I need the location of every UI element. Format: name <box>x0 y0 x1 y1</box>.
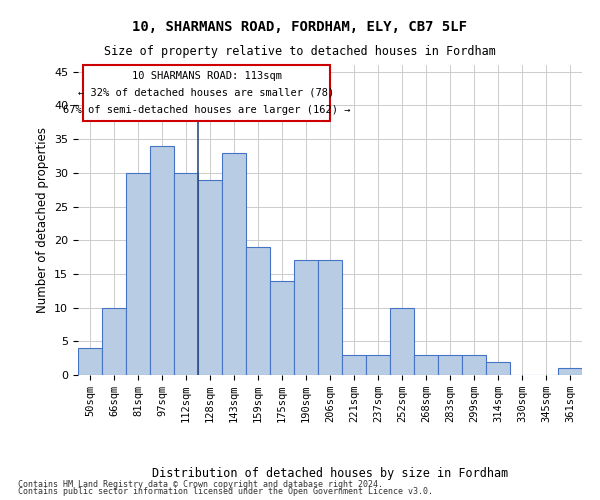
Bar <box>222 152 246 375</box>
Bar <box>198 180 222 375</box>
Y-axis label: Number of detached properties: Number of detached properties <box>35 127 49 313</box>
Bar <box>270 280 294 375</box>
Text: 10, SHARMANS ROAD, FORDHAM, ELY, CB7 5LF: 10, SHARMANS ROAD, FORDHAM, ELY, CB7 5LF <box>133 20 467 34</box>
Text: Contains HM Land Registry data © Crown copyright and database right 2024.: Contains HM Land Registry data © Crown c… <box>18 480 383 489</box>
Bar <box>150 146 174 375</box>
Bar <box>414 355 438 375</box>
Bar <box>486 362 510 375</box>
Text: 10 SHARMANS ROAD: 113sqm: 10 SHARMANS ROAD: 113sqm <box>131 71 281 81</box>
Text: Size of property relative to detached houses in Fordham: Size of property relative to detached ho… <box>104 45 496 58</box>
Text: Distribution of detached houses by size in Fordham: Distribution of detached houses by size … <box>152 467 508 480</box>
Bar <box>390 308 414 375</box>
Bar <box>462 355 486 375</box>
Bar <box>366 355 390 375</box>
Text: ← 32% of detached houses are smaller (78): ← 32% of detached houses are smaller (78… <box>79 88 335 98</box>
Bar <box>246 247 270 375</box>
Bar <box>342 355 366 375</box>
Text: Contains public sector information licensed under the Open Government Licence v3: Contains public sector information licen… <box>18 487 433 496</box>
Bar <box>438 355 462 375</box>
FancyBboxPatch shape <box>83 65 330 121</box>
Text: 67% of semi-detached houses are larger (162) →: 67% of semi-detached houses are larger (… <box>63 104 350 115</box>
Bar <box>294 260 318 375</box>
Bar <box>78 348 102 375</box>
Bar <box>558 368 582 375</box>
Bar <box>318 260 342 375</box>
Bar <box>102 308 126 375</box>
Bar <box>174 173 198 375</box>
Bar <box>126 173 150 375</box>
